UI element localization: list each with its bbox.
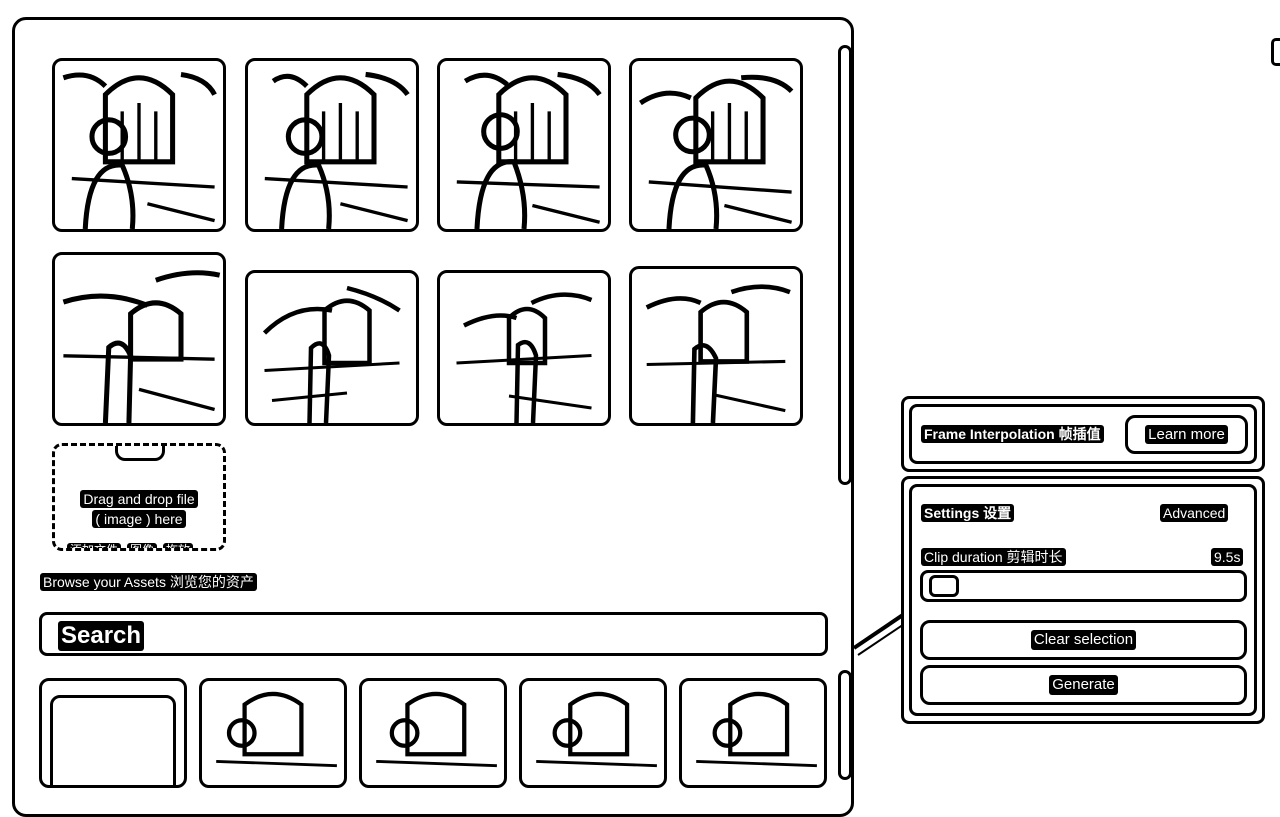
frame-image bbox=[456, 292, 593, 423]
learn-more-button[interactable]: Learn more bbox=[1125, 415, 1248, 454]
asset-image bbox=[696, 691, 817, 768]
assets-heading: Browse your Assets 浏览您的资产 bbox=[40, 573, 257, 592]
dropzone-action-add-file[interactable]: 添加文件 bbox=[67, 543, 122, 548]
asset-card[interactable] bbox=[359, 678, 507, 788]
frame-image bbox=[264, 71, 410, 229]
frame-image bbox=[62, 71, 217, 229]
frame-thumbnail[interactable] bbox=[629, 58, 803, 232]
asset-card[interactable] bbox=[199, 678, 347, 788]
frame-thumbnail[interactable] bbox=[629, 266, 803, 426]
frame-image bbox=[645, 284, 791, 423]
dropzone-line1: Drag and drop file bbox=[80, 490, 198, 509]
asset-image bbox=[376, 691, 497, 768]
asset-image bbox=[536, 691, 657, 768]
frame-thumbnail[interactable] bbox=[245, 270, 419, 426]
frame-image bbox=[62, 270, 221, 423]
frame-interpolation-title: Frame Interpolation 帧插值 bbox=[921, 425, 1104, 444]
generate-label: Generate bbox=[1049, 675, 1118, 695]
slider-handle[interactable] bbox=[929, 575, 959, 597]
learn-more-label: Learn more bbox=[1145, 424, 1228, 445]
frame-thumbnail[interactable] bbox=[52, 58, 226, 232]
asset-card[interactable] bbox=[519, 678, 667, 788]
advanced-link[interactable]: Advanced bbox=[1160, 504, 1229, 523]
dropzone-line2: ( image ) here bbox=[92, 510, 186, 529]
frame-thumbnail[interactable] bbox=[245, 58, 419, 232]
frame-thumbnail[interactable] bbox=[437, 58, 611, 232]
clip-duration-value: 9.5s bbox=[1211, 548, 1244, 567]
asset-upload-card[interactable] bbox=[39, 678, 187, 788]
settings-title: Settings 设置 bbox=[921, 504, 1015, 523]
search-placeholder: Search bbox=[58, 621, 145, 651]
asset-image bbox=[216, 691, 337, 768]
dropzone-action-drag[interactable]: 拖放 bbox=[163, 543, 194, 548]
folder-icon bbox=[115, 446, 165, 461]
file-dropzone[interactable]: Drag and drop file ( image ) here 添加文件 图… bbox=[52, 443, 226, 551]
clear-selection-label: Clear selection bbox=[1030, 630, 1137, 650]
clip-duration-slider[interactable] bbox=[920, 570, 1247, 602]
frames-scrollbar[interactable] bbox=[838, 45, 852, 485]
collapse-icon[interactable] bbox=[1271, 38, 1280, 66]
asset-card[interactable] bbox=[679, 678, 827, 788]
dropzone-action-image[interactable]: 图像 bbox=[127, 543, 158, 548]
asset-search-input[interactable]: Search bbox=[39, 612, 828, 656]
clear-selection-button[interactable]: Clear selection bbox=[920, 620, 1247, 660]
generate-button[interactable]: Generate bbox=[920, 665, 1247, 705]
frame-image bbox=[639, 74, 794, 229]
empty-asset-icon bbox=[50, 695, 176, 785]
frame-thumbnail[interactable] bbox=[437, 270, 611, 426]
assets-scrollbar[interactable] bbox=[838, 670, 852, 780]
frame-image bbox=[262, 285, 401, 423]
frame-image bbox=[456, 71, 602, 229]
frame-thumbnail[interactable] bbox=[52, 252, 226, 426]
clip-duration-label: Clip duration 剪辑时长 bbox=[921, 548, 1066, 567]
